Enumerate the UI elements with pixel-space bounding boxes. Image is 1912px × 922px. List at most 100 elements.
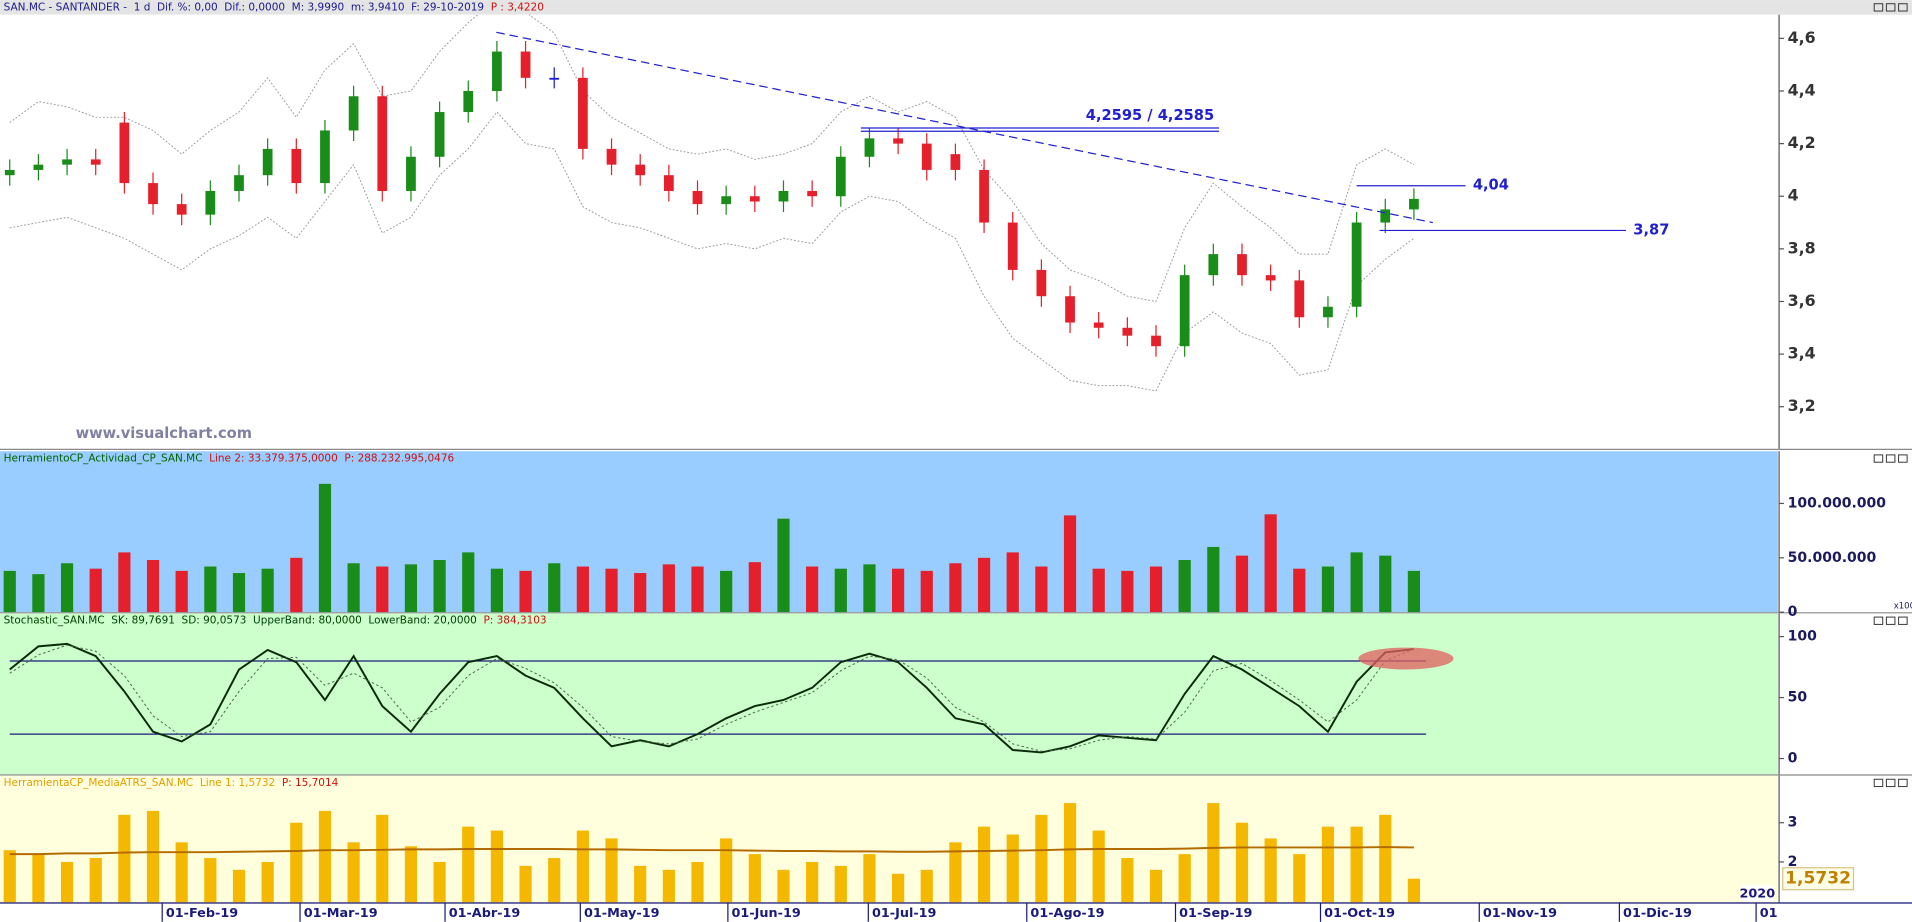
bar: [146, 810, 160, 903]
window-button: [1898, 3, 1908, 12]
last-value-label: 1,5732: [1785, 869, 1851, 889]
candle-body: [1036, 269, 1047, 297]
plot-area: [3, 483, 1421, 613]
candle-body: [234, 175, 244, 191]
candle-body: [578, 77, 588, 149]
candle-body: [663, 175, 674, 191]
bar: [1063, 803, 1077, 903]
bar: [318, 810, 332, 903]
bar: [806, 861, 819, 903]
bar: [949, 842, 962, 903]
bar: [290, 822, 303, 903]
panel-header: SAN.MC - SANTANDER - 1 d Dif. %: 0,00 Di…: [4, 1, 544, 13]
y-tick-label: 3,4: [1788, 344, 1816, 363]
candle-body: [1007, 222, 1018, 270]
bar: [1006, 552, 1019, 613]
bar: [204, 858, 217, 903]
header-bar: [0, 0, 1912, 15]
y-tick-label: 50.000.000: [1788, 550, 1877, 566]
header-title: HerramientoCP_Actividad_CP_SAN.MC: [4, 453, 203, 465]
bar: [1092, 568, 1105, 613]
highlight-ellipse: [1358, 647, 1454, 670]
bar: [60, 861, 74, 903]
panel-header: HerramientaCP_MediaATRS_SAN.MC Line 1: 1…: [4, 777, 339, 789]
candle-body: [4, 169, 15, 176]
bar: [1293, 854, 1306, 903]
bar: [977, 826, 991, 903]
candle-body: [1323, 306, 1333, 318]
bar: [146, 560, 160, 613]
y-tick-label: 3,8: [1788, 238, 1816, 257]
bar: [89, 858, 102, 903]
x-tick-label: 01-May-19: [584, 906, 660, 921]
level-label: 4,04: [1473, 177, 1509, 194]
bar: [1092, 830, 1105, 903]
lower-band: [9, 111, 1415, 392]
candle-body: [348, 96, 359, 131]
bar: [834, 568, 847, 613]
bar: [376, 814, 389, 903]
level-label: 3,87: [1633, 221, 1669, 238]
bar: [892, 873, 905, 903]
bar: [433, 560, 446, 613]
bar: [1207, 546, 1220, 613]
y-tick-label: 3: [1788, 815, 1798, 831]
candle-body: [721, 196, 732, 205]
bar: [89, 568, 102, 613]
candle-body: [90, 159, 101, 165]
bar: [1379, 555, 1392, 613]
candle-body: [406, 156, 416, 191]
candle-body: [262, 148, 273, 176]
window-button: [1885, 616, 1896, 625]
bar: [720, 570, 733, 613]
candle-body: [1065, 296, 1075, 323]
bar: [1379, 814, 1392, 903]
window-button: [1873, 616, 1884, 625]
candle-body: [635, 164, 646, 176]
y-tick-label: 100: [1788, 629, 1818, 645]
candle-body: [434, 112, 445, 157]
candle-body: [148, 183, 158, 205]
bar: [892, 568, 905, 613]
candle-body: [549, 77, 560, 80]
bar: [834, 865, 847, 903]
bar: [691, 861, 704, 903]
bar: [433, 861, 446, 903]
bar: [1293, 568, 1306, 613]
candle-body: [864, 138, 875, 157]
candle-body: [1409, 198, 1419, 210]
bar: [576, 566, 589, 613]
x-tick-label: 01-Sep-19: [1179, 906, 1252, 921]
candle-body: [320, 130, 330, 184]
bar: [634, 865, 647, 903]
bar: [777, 869, 790, 903]
bar: [232, 573, 246, 613]
header-line-label: Line 2: 33.379.375,0000: [209, 453, 338, 465]
candle-body: [205, 190, 216, 215]
y-tick-label: 4,2: [1788, 133, 1816, 152]
header-title: SAN.MC - SANTANDER - 1 d Dif. %: 0,00 Di…: [4, 1, 484, 13]
candle-body: [492, 51, 502, 92]
y-tick-label: 3,2: [1788, 396, 1816, 415]
bar: [920, 570, 933, 613]
bar: [318, 483, 332, 613]
window-button: [1898, 616, 1908, 625]
window-button: [1885, 454, 1896, 463]
x-tick-label: 01-Ago-19: [1030, 906, 1104, 921]
bar: [261, 861, 274, 903]
bar: [1149, 566, 1163, 613]
bar: [175, 570, 188, 613]
candle-body: [1294, 280, 1305, 318]
x-tick-label: 01-Jul-19: [872, 906, 937, 921]
year-box: [1741, 885, 1774, 902]
candle-body: [119, 122, 130, 184]
bar: [863, 564, 876, 613]
candle-body: [291, 148, 302, 184]
bar: [605, 568, 618, 613]
y-tick-label: 100.000.000: [1788, 495, 1887, 511]
y-tick-label: 4: [1788, 186, 1799, 205]
x-tick-label: 01-Nov-19: [1483, 906, 1557, 921]
bar: [1178, 854, 1191, 903]
